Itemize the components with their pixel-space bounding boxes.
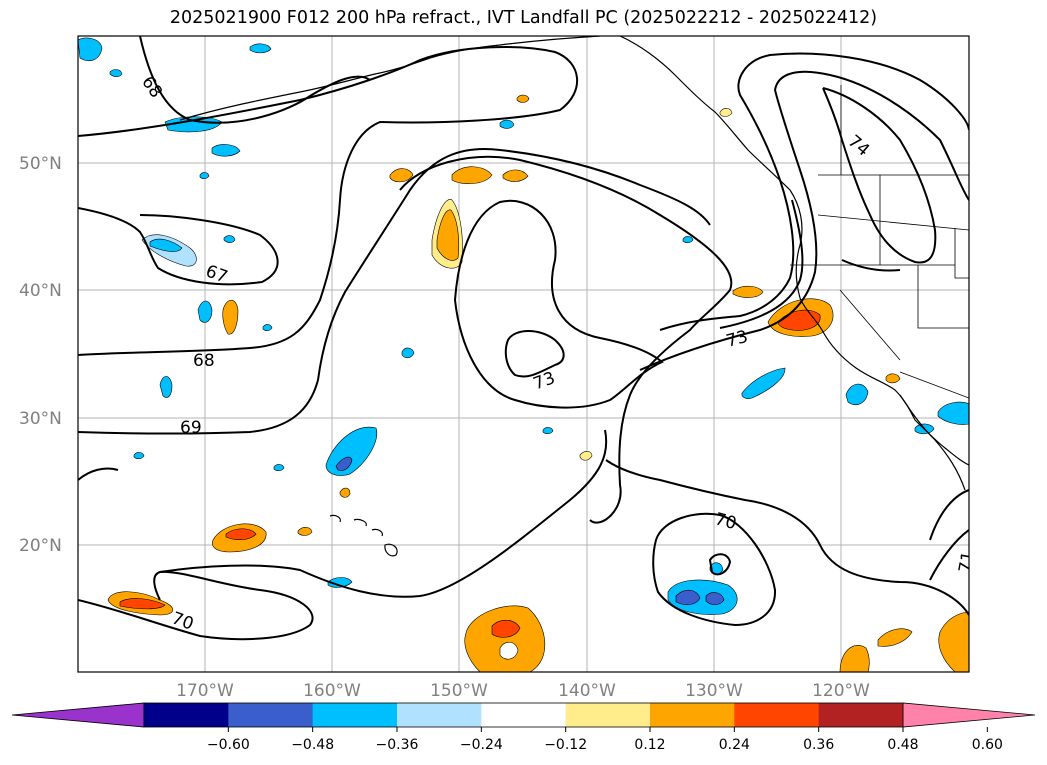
colorbar-extend-low (11, 702, 145, 728)
colorbar-cell (565, 703, 651, 727)
colorbar-tick-label: −0.60 (207, 737, 250, 753)
lon-label: 130°W (685, 681, 743, 701)
political-borders (790, 85, 969, 399)
colorbar-cell (144, 703, 229, 727)
lon-label: 170°W (176, 681, 234, 701)
lon-label: 150°W (430, 681, 488, 701)
colorbar-tick-label: −0.12 (544, 737, 587, 753)
contour-label: 71 (955, 550, 978, 575)
colorbar-tick-label: 0.48 (887, 737, 918, 753)
colorbar-cell (818, 703, 904, 727)
lon-label: 140°W (558, 681, 616, 701)
colorbar-tick-label: 0.24 (719, 737, 750, 753)
colorbar-cell (481, 703, 567, 727)
lat-label: 30°N (19, 409, 62, 429)
longitude-labels: 170°W 160°W 150°W 140°W 130°W 120°W (176, 681, 870, 701)
contour-label: 69 (180, 418, 202, 438)
colorbar-cell (734, 703, 820, 727)
contour-label: 68 (193, 351, 215, 371)
colorbar-cell (397, 703, 482, 727)
lat-label: 40°N (19, 281, 62, 301)
colorbar-tick-label: 0.60 (972, 737, 1003, 753)
coastline (179, 36, 969, 557)
colorbar: −0.60 −0.48 −0.36 −0.24 −0.12 0.12 0.24 0.36 0.4… (11, 702, 1036, 753)
colorbar-tick-label: 0.12 (634, 737, 665, 753)
colorbar-cell (228, 703, 314, 727)
colorbar-outline (143, 702, 904, 728)
negative-shading (78, 37, 969, 615)
colorbar-tick-label: −0.36 (376, 737, 419, 753)
colorbar-tick-label: 0.36 (803, 737, 834, 753)
lon-label: 120°W (812, 681, 870, 701)
map-frame (77, 35, 970, 673)
latitude-labels: 50°N 40°N 30°N 20°N (19, 154, 62, 556)
lat-label: 50°N (19, 154, 62, 174)
refractivity-contours (78, 36, 969, 641)
lon-label: 160°W (303, 681, 361, 701)
colorbar-tick-label: −0.24 (460, 737, 503, 753)
positive-shading (107, 94, 969, 672)
map-title: 2025021900 F012 200 hPa refract., IVT La… (169, 8, 878, 28)
lat-label: 20°N (19, 536, 62, 556)
colorbar-cell (312, 703, 398, 727)
colorbar-tick-label: −0.48 (291, 737, 334, 753)
colorbar-extend-high (902, 702, 1036, 728)
colorbar-cell (650, 703, 735, 727)
